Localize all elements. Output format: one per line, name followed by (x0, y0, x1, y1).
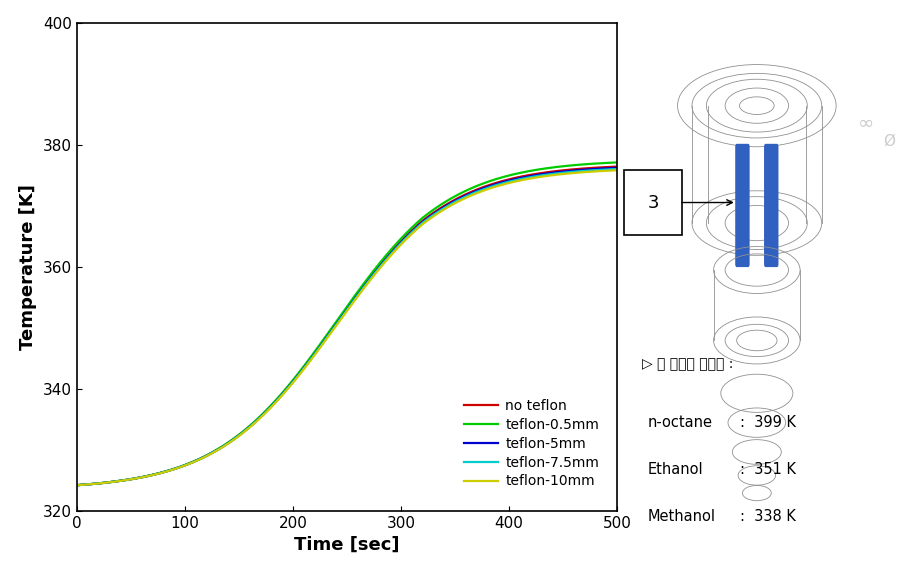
teflon-10mm (334, 318, 345, 325)
no teflon (99, 479, 110, 486)
teflon-0.5mm (496, 174, 507, 181)
teflon-5mm (71, 482, 82, 489)
teflon-7.5mm (334, 317, 345, 324)
teflon-10mm (99, 480, 110, 487)
FancyBboxPatch shape (764, 144, 778, 267)
Legend: no teflon, teflon-0.5mm, teflon-5mm, teflon-7.5mm, teflon-10mm: no teflon, teflon-0.5mm, teflon-5mm, tef… (459, 393, 605, 494)
no teflon (596, 164, 606, 171)
no teflon (334, 315, 345, 322)
FancyBboxPatch shape (735, 144, 750, 267)
no teflon (71, 482, 82, 489)
no teflon (320, 335, 331, 342)
teflon-7.5mm (320, 336, 331, 343)
teflon-7.5mm (71, 482, 82, 489)
no teflon (496, 178, 507, 185)
teflon-0.5mm (334, 313, 345, 321)
teflon-10mm (71, 482, 82, 489)
X-axis label: Time [sec]: Time [sec] (294, 536, 400, 554)
teflon-7.5mm (99, 480, 110, 487)
Line: teflon-0.5mm: teflon-0.5mm (77, 163, 617, 485)
teflon-7.5mm (596, 166, 606, 173)
teflon-5mm (334, 316, 345, 323)
Text: ∞: ∞ (859, 114, 875, 133)
teflon-10mm (596, 167, 607, 174)
Line: teflon-5mm: teflon-5mm (77, 168, 617, 485)
teflon-5mm (612, 164, 623, 171)
Text: 3: 3 (647, 194, 659, 211)
Line: teflon-10mm: teflon-10mm (77, 170, 617, 485)
Line: teflon-7.5mm: teflon-7.5mm (77, 169, 617, 485)
Text: :  351 K: : 351 K (740, 462, 796, 477)
Y-axis label: Temperature [K]: Temperature [K] (19, 184, 37, 350)
teflon-7.5mm (496, 180, 507, 187)
teflon-5mm (496, 179, 507, 186)
teflon-0.5mm (596, 160, 606, 167)
teflon-10mm (496, 181, 507, 188)
teflon-0.5mm (320, 334, 331, 341)
FancyBboxPatch shape (624, 170, 682, 235)
teflon-10mm (320, 338, 331, 345)
teflon-0.5mm (99, 479, 110, 486)
teflon-0.5mm (596, 160, 607, 167)
teflon-5mm (320, 336, 331, 343)
teflon-5mm (596, 165, 606, 172)
teflon-0.5mm (612, 159, 623, 166)
Line: no teflon: no teflon (77, 167, 617, 485)
teflon-5mm (596, 165, 607, 172)
no teflon (596, 164, 607, 171)
Text: :  338 K: : 338 K (740, 509, 796, 524)
no teflon (612, 163, 623, 170)
Text: Ethanol: Ethanol (647, 462, 703, 477)
teflon-7.5mm (612, 166, 623, 173)
teflon-0.5mm (71, 482, 82, 489)
Text: Ø: Ø (884, 133, 896, 149)
Text: ▷ 각 연료의 끓는점 :: ▷ 각 연료의 끓는점 : (642, 357, 733, 371)
teflon-10mm (612, 167, 623, 174)
teflon-5mm (99, 480, 110, 487)
Text: Methanol: Methanol (647, 509, 715, 524)
Text: n-octane: n-octane (647, 415, 713, 430)
teflon-10mm (596, 167, 606, 174)
teflon-7.5mm (596, 166, 607, 173)
Text: :  399 K: : 399 K (740, 415, 796, 430)
